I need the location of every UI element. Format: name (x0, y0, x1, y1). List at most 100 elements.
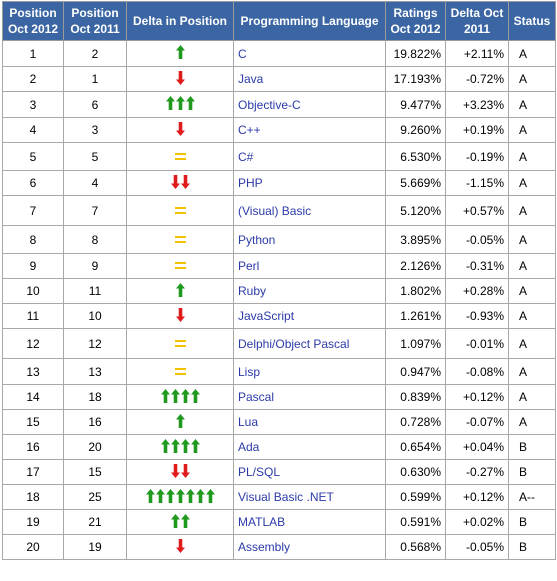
arrow-down-icon (175, 70, 185, 85)
language-link[interactable]: Python (233, 225, 386, 254)
delta-position-cell (126, 278, 234, 304)
position-2012-cell: 6 (2, 170, 64, 196)
language-link[interactable]: C# (233, 142, 386, 171)
language-link[interactable]: Lua (233, 409, 386, 435)
language-link[interactable]: Objective-C (233, 91, 386, 118)
delta-cell: -1.15% (445, 170, 509, 196)
arrow-up-icon (170, 438, 180, 453)
position-2012-cell: 5 (2, 142, 64, 171)
rating-cell: 0.947% (385, 358, 446, 385)
position-2011-cell: 11 (63, 278, 127, 304)
table-row: 7 7 (Visual) Basic 5.120% +0.57% A (2, 195, 556, 226)
rating-cell: 1.097% (385, 328, 446, 359)
rating-cell: 17.193% (385, 66, 446, 92)
position-2012-cell: 12 (2, 328, 64, 359)
table-row: 13 13 Lisp 0.947% -0.08% A (2, 358, 556, 385)
delta-cell: -0.72% (445, 66, 509, 92)
language-link[interactable]: Delphi/Object Pascal (233, 328, 386, 359)
status-cell: A (508, 225, 556, 254)
language-link[interactable]: C (233, 40, 386, 67)
delta-position-cell (126, 328, 234, 359)
header-language: Programming Language (233, 1, 386, 41)
delta-position-cell (126, 358, 234, 385)
language-link[interactable]: Java (233, 66, 386, 92)
position-2012-cell: 13 (2, 358, 64, 385)
delta-position-cell (126, 409, 234, 435)
position-2011-cell: 25 (63, 484, 127, 510)
delta-indicator (175, 282, 185, 297)
position-2012-cell: 15 (2, 409, 64, 435)
arrow-up-icon (190, 388, 200, 403)
position-2011-cell: 8 (63, 225, 127, 254)
equal-icon (174, 152, 186, 161)
rating-cell: 2.126% (385, 253, 446, 279)
table-row: 19 21 MATLAB 0.591% +0.02% B (2, 509, 556, 535)
status-cell: A (508, 409, 556, 435)
rating-cell: 0.728% (385, 409, 446, 435)
position-2012-cell: 4 (2, 117, 64, 143)
table-row: 15 16 Lua 0.728% -0.07% A (2, 409, 556, 435)
language-link[interactable]: MATLAB (233, 509, 386, 535)
ranking-table: Position Oct 2012 Position Oct 2011 Delt… (2, 1, 556, 560)
arrow-up-icon (185, 96, 195, 110)
position-2011-cell: 19 (63, 534, 127, 560)
position-2011-cell: 16 (63, 409, 127, 435)
arrow-up-icon (175, 488, 185, 503)
language-link[interactable]: Ruby (233, 278, 386, 304)
table-row: 16 20 Ada 0.654% +0.04% B (2, 434, 556, 460)
language-link[interactable]: PL/SQL (233, 459, 386, 485)
arrow-up-icon (175, 282, 185, 297)
position-2011-cell: 7 (63, 195, 127, 226)
language-link[interactable]: Lisp (233, 358, 386, 385)
position-2011-cell: 2 (63, 40, 127, 67)
language-link[interactable]: Ada (233, 434, 386, 460)
delta-position-cell (126, 40, 234, 67)
language-link[interactable]: (Visual) Basic (233, 195, 386, 226)
status-cell: A (508, 384, 556, 410)
language-link[interactable]: Assembly (233, 534, 386, 560)
language-link[interactable]: C++ (233, 117, 386, 143)
position-2012-cell: 9 (2, 253, 64, 279)
language-link[interactable]: Visual Basic .NET (233, 484, 386, 510)
delta-position-cell (126, 303, 234, 329)
delta-position-cell (126, 509, 234, 535)
delta-position-cell (126, 117, 234, 143)
table-header: Position Oct 2012 Position Oct 2011 Delt… (2, 1, 556, 41)
header-delta-position: Delta in Position (126, 1, 234, 41)
rating-cell: 1.261% (385, 303, 446, 329)
delta-indicator (175, 121, 185, 136)
arrow-up-icon (170, 513, 180, 528)
delta-position-cell (126, 459, 234, 485)
table-row: 18 25 Visual Basic .NET 0.599% +0.12% A-- (2, 484, 556, 510)
position-2011-cell: 4 (63, 170, 127, 196)
delta-position-cell (126, 91, 234, 118)
status-cell: A (508, 303, 556, 329)
position-2012-cell: 20 (2, 534, 64, 560)
position-2012-cell: 16 (2, 434, 64, 460)
equal-icon (174, 206, 186, 215)
status-cell: A (508, 142, 556, 171)
arrow-down-icon (180, 174, 190, 189)
status-cell: A (508, 328, 556, 359)
arrow-up-icon (175, 96, 185, 110)
language-link[interactable]: PHP (233, 170, 386, 196)
position-2012-cell: 2 (2, 66, 64, 92)
delta-position-cell (126, 384, 234, 410)
language-link[interactable]: Pascal (233, 384, 386, 410)
header-position-2012: Position Oct 2012 (2, 1, 64, 41)
header-position-2011: Position Oct 2011 (63, 1, 127, 41)
rating-cell: 0.839% (385, 384, 446, 410)
position-2012-cell: 18 (2, 484, 64, 510)
language-link[interactable]: JavaScript (233, 303, 386, 329)
language-link[interactable]: Perl (233, 253, 386, 279)
delta-cell: -0.08% (445, 358, 509, 385)
table-row: 12 12 Delphi/Object Pascal 1.097% -0.01% A (2, 328, 556, 359)
arrow-up-icon (175, 45, 185, 59)
delta-cell: +0.19% (445, 117, 509, 143)
delta-indicator (175, 45, 185, 59)
arrow-up-icon (170, 388, 180, 403)
rating-cell: 1.802% (385, 278, 446, 304)
rating-cell: 19.822% (385, 40, 446, 67)
rating-cell: 6.530% (385, 142, 446, 171)
arrow-up-icon (155, 488, 165, 503)
